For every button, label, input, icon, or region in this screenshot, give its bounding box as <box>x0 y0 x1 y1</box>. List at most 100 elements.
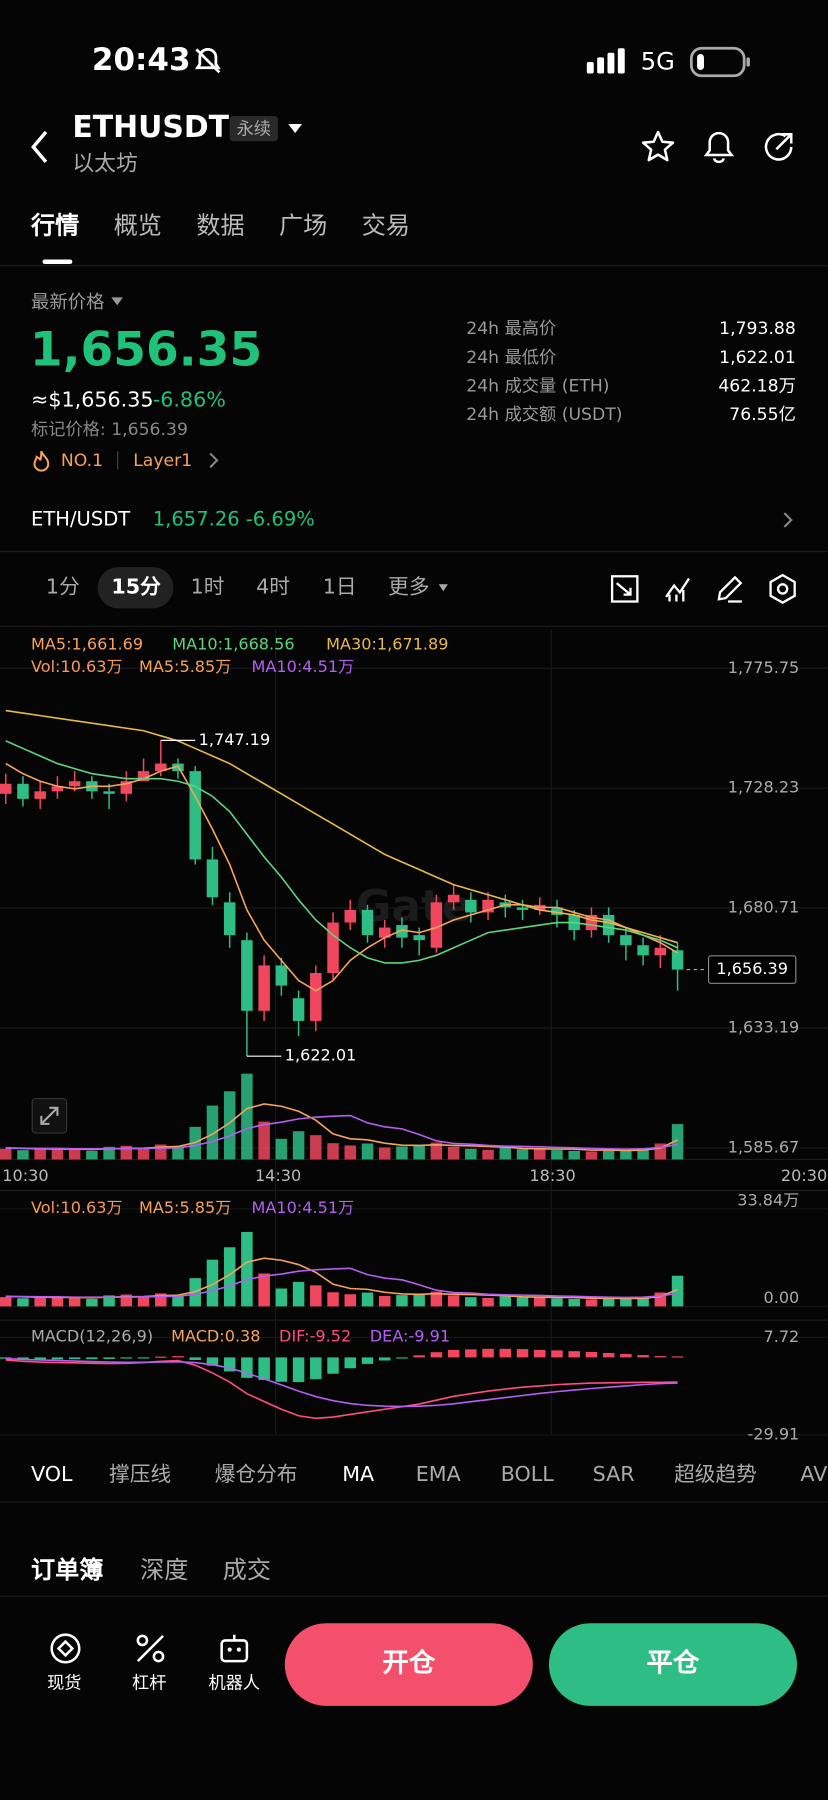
open-label[interactable]: 开仓 <box>382 1648 436 1679</box>
divider <box>0 625 828 627</box>
volume-bar <box>206 1105 219 1160</box>
volume-bar <box>482 1149 494 1160</box>
alert-button[interactable] <box>702 130 736 164</box>
tab[interactable]: 概览 <box>113 211 162 240</box>
open-button[interactable] <box>284 1623 533 1706</box>
kline-chart: Gate 1,775.75 1,728.23 1,680.71 1,633.19 1,58… <box>0 629 828 1443</box>
volume-bar <box>241 1231 253 1307</box>
nav-label[interactable]: 杠杆 <box>132 1672 167 1694</box>
stat-label: 24h 成交额 (USDT) <box>466 404 623 425</box>
interval[interactable]: 1分 <box>45 575 80 600</box>
price-label[interactable]: 最新价格 <box>31 290 105 313</box>
candle-body <box>482 899 494 913</box>
volume-bar <box>516 1149 529 1160</box>
chart-type-button[interactable] <box>610 574 640 604</box>
stat-value: 462.18万 <box>718 375 796 397</box>
share-button[interactable] <box>761 130 795 164</box>
candle-body <box>654 947 667 956</box>
volume-bar <box>361 1143 374 1160</box>
book-tab[interactable]: 成交 <box>222 1555 272 1584</box>
macd-bar <box>292 1357 305 1383</box>
y-tick-label: 1,585.67 <box>728 1137 800 1156</box>
volume-bar <box>241 1073 253 1160</box>
volume-bar <box>413 1144 425 1160</box>
volume-bar <box>172 1146 184 1160</box>
y-tick-label: 33.84万 <box>737 1190 799 1209</box>
sector-tag[interactable]: Layer1 <box>133 450 193 471</box>
nav-label[interactable]: 现货 <box>47 1672 82 1694</box>
margin-icon[interactable] <box>133 1631 167 1665</box>
tab[interactable]: 数据 <box>196 211 245 240</box>
interval[interactable]: 1日 <box>322 575 357 600</box>
indicator[interactable]: 超级趋势 <box>674 1462 757 1487</box>
indicator[interactable]: SAR <box>592 1462 635 1487</box>
macd-bar <box>378 1357 391 1361</box>
book-tab[interactable]: 深度 <box>140 1555 189 1584</box>
tab-indicator <box>42 259 73 265</box>
macd-bar <box>103 1357 115 1359</box>
indicator[interactable]: AV <box>800 1462 828 1487</box>
index-pair[interactable]: ETH/USDT <box>31 508 131 532</box>
macd-bar <box>189 1357 201 1360</box>
volume-bar <box>86 1298 98 1307</box>
indicator[interactable]: MA <box>342 1462 375 1487</box>
y-tick-label: -29.91 <box>747 1424 799 1443</box>
symbol[interactable]: ETHUSDT <box>72 110 230 146</box>
interval[interactable]: 更多 <box>388 575 430 600</box>
macd-bar <box>68 1357 81 1360</box>
indicator[interactable]: 撑压线 <box>109 1462 172 1487</box>
volume-bar <box>378 1295 391 1307</box>
macd-bar <box>551 1350 563 1358</box>
interval[interactable]: 1时 <box>190 575 225 600</box>
volume-bar <box>482 1298 494 1307</box>
interval[interactable]: 15分 <box>111 575 161 600</box>
macd-bar <box>482 1348 494 1358</box>
settings-button[interactable] <box>767 573 798 605</box>
interval-selected-bg <box>97 567 174 609</box>
indicator[interactable]: EMA <box>415 1462 461 1487</box>
book-tab[interactable]: 订单簿 <box>31 1555 104 1584</box>
legend-item: MA5:1,661.69 <box>31 635 144 654</box>
indicator[interactable]: VOL <box>31 1462 73 1487</box>
macd-bar <box>86 1357 98 1360</box>
expand-button[interactable] <box>31 1097 68 1134</box>
rank-tag[interactable]: NO.1 <box>60 450 104 471</box>
legend-item: MA5:5.85万 <box>138 1199 232 1218</box>
volume-bar <box>602 1297 615 1307</box>
candle-body <box>516 907 529 910</box>
back-button[interactable] <box>28 129 56 166</box>
favorite-button[interactable] <box>641 130 675 164</box>
indicator[interactable]: BOLL <box>500 1462 554 1487</box>
indicator-button[interactable] <box>663 574 693 604</box>
spot-icon[interactable] <box>48 1631 82 1665</box>
tab[interactable]: 交易 <box>361 211 410 240</box>
macd-line <box>5 1359 678 1420</box>
volume-bar <box>103 1146 115 1160</box>
close-label[interactable]: 平仓 <box>646 1648 700 1679</box>
volume-bar <box>637 1296 649 1307</box>
close-button[interactable] <box>548 1623 797 1706</box>
candle-body <box>137 771 150 782</box>
volume-bar <box>447 1295 460 1307</box>
candle-body <box>551 907 563 915</box>
chevron <box>209 452 219 468</box>
bot-icon[interactable] <box>217 1631 251 1665</box>
status-time: 20:43 <box>91 42 191 78</box>
tab[interactable]: 行情 <box>31 211 80 240</box>
legend-item: MACD(12,26,9) <box>31 1327 154 1347</box>
price-change: -6.86% <box>152 388 226 413</box>
indicator[interactable]: 爆仓分布 <box>214 1462 298 1487</box>
candle-body <box>17 783 29 799</box>
dropdown-arrow[interactable] <box>287 122 303 136</box>
interval[interactable]: 4时 <box>256 575 290 600</box>
volume-bar <box>361 1292 374 1307</box>
volume-bar <box>430 1291 443 1307</box>
tag-divider <box>117 451 119 470</box>
tab[interactable]: 广场 <box>279 211 328 240</box>
chevron[interactable] <box>782 511 793 529</box>
volume-bar <box>258 1273 270 1307</box>
candle-body <box>327 922 339 973</box>
volume-bar <box>551 1150 563 1160</box>
nav-label[interactable]: 机器人 <box>208 1672 261 1694</box>
draw-button[interactable] <box>714 574 744 604</box>
